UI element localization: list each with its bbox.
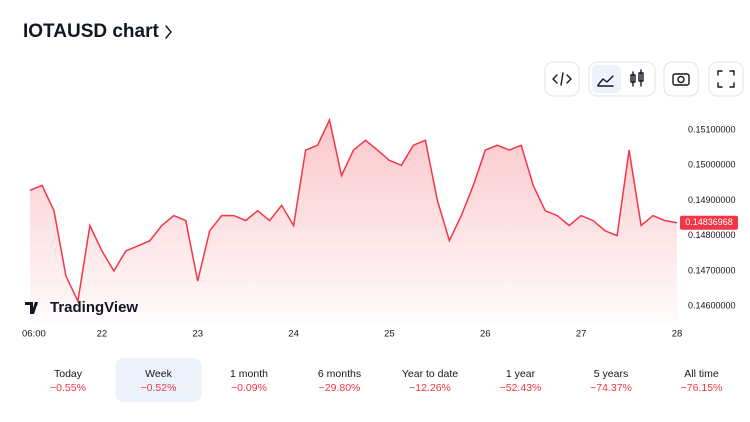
- x-tick-label: 27: [576, 329, 587, 340]
- y-tick-label: 0.14700000: [688, 265, 736, 275]
- x-tick-label: 24: [288, 329, 299, 340]
- x-tick-label: 25: [384, 329, 395, 340]
- x-tick-label: 28: [672, 329, 683, 340]
- area-fill: [30, 119, 677, 323]
- period-tab[interactable]: Today −0.55%: [50, 368, 86, 394]
- period-label: All time: [684, 368, 719, 380]
- period-change: −76.15%: [681, 382, 723, 394]
- period-tab[interactable]: 1 month −0.09%: [230, 368, 268, 394]
- period-change: −0.52%: [141, 382, 177, 394]
- y-tick-label: 0.14900000: [688, 195, 736, 205]
- fullscreen-button[interactable]: [708, 61, 744, 97]
- area-style-button[interactable]: [592, 65, 621, 93]
- last-price-label: 0.14836968: [685, 217, 733, 227]
- period-change: −0.55%: [50, 382, 86, 394]
- watermark-text: TradingView: [50, 299, 138, 316]
- screenshot-button[interactable]: [663, 61, 699, 97]
- period-label: 5 years: [594, 368, 628, 380]
- x-tick-label: 23: [192, 329, 203, 340]
- candle-style-button[interactable]: [630, 69, 644, 87]
- embed-button[interactable]: [544, 61, 580, 97]
- title-chevron[interactable]: [165, 25, 172, 39]
- y-tick-label: 0.15100000: [688, 124, 736, 134]
- period-tab[interactable]: All time −76.15%: [681, 368, 723, 394]
- period-label: 6 months: [318, 368, 361, 380]
- chart-title[interactable]: IOTAUSD chart: [23, 21, 160, 42]
- tab-highlight: [115, 358, 202, 402]
- period-label: Today: [54, 368, 83, 380]
- period-tab[interactable]: 6 months −29.80%: [318, 368, 361, 394]
- period-change: −74.37%: [590, 382, 632, 394]
- y-tick-label: 0.14600000: [688, 301, 736, 311]
- y-tick-label: 0.15000000: [688, 160, 736, 170]
- period-change: −29.80%: [319, 382, 361, 394]
- period-label: 1 month: [230, 368, 268, 380]
- period-label: 1 year: [506, 368, 536, 380]
- watermark: TradingView: [25, 299, 138, 316]
- period-label: Week: [145, 368, 172, 380]
- period-tab[interactable]: Year to date −12.26%: [402, 368, 458, 394]
- period-tabs: Today −0.55% Week −0.52% 1 month −0.09% 6 mont…: [50, 358, 722, 402]
- period-change: −0.09%: [231, 382, 267, 394]
- period-label: Year to date: [402, 368, 458, 380]
- x-tick-label: 22: [97, 329, 108, 340]
- price-line: [29, 117, 678, 304]
- plot: 0.14600000 0.14700000 0.14800000 0.14900000…: [22, 117, 738, 340]
- y-tick-label: 0.14800000: [688, 230, 736, 240]
- period-tab[interactable]: 1 year −52.43%: [500, 368, 542, 394]
- period-tab[interactable]: 5 years −74.37%: [590, 368, 632, 394]
- last-price-box: [680, 215, 738, 230]
- x-tick-label: 26: [480, 329, 491, 340]
- period-tab[interactable]: Week −0.52%: [115, 358, 202, 402]
- x-tick-label: 06:00: [22, 329, 46, 340]
- period-change: −12.26%: [409, 382, 451, 394]
- period-change: −52.43%: [500, 382, 542, 394]
